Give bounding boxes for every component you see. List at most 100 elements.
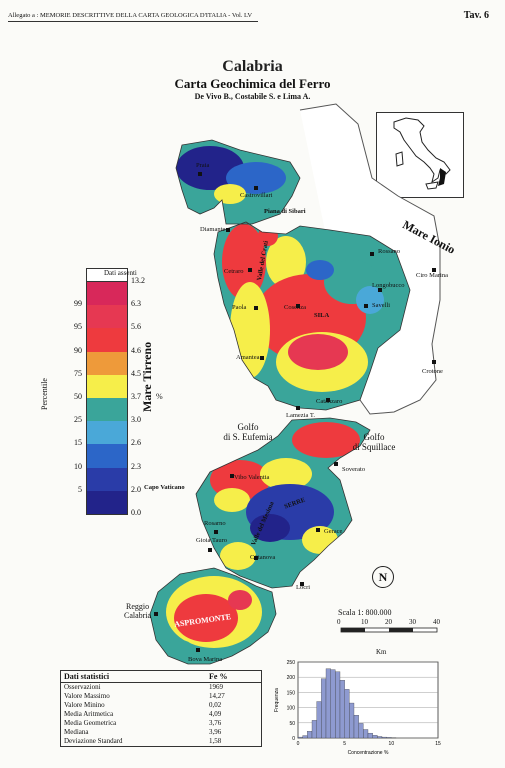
- legend-swatch: [87, 374, 127, 398]
- calabria-highlight: [438, 168, 446, 186]
- histogram-bar: [321, 678, 327, 739]
- stats-value: 3,96: [209, 728, 222, 736]
- place-rossano: Rossano: [378, 248, 401, 255]
- stats-row: Valore Minino 0,02: [61, 701, 261, 710]
- stats-label: Valore Minino: [64, 701, 105, 709]
- histogram-bar: [302, 735, 308, 739]
- legend-percentile: 95: [74, 322, 82, 332]
- place-reggio-line1: Reggio: [126, 602, 150, 611]
- place-cittanova: Cittanova: [250, 554, 276, 561]
- histogram-bar: [358, 723, 364, 739]
- plate-number: Tav. 6: [463, 10, 489, 21]
- place-crotone: Crotone: [422, 368, 443, 375]
- legend-percentile: 90: [74, 345, 82, 355]
- data-area-outline: [149, 139, 411, 665]
- stats-row: Media Geometrica 3,76: [61, 719, 261, 728]
- gulf-squillace-line2: di Squillace: [352, 442, 396, 452]
- histogram-ytick: 0: [292, 736, 295, 742]
- histogram-ytick: 50: [289, 721, 295, 727]
- stats-row: Deviazione Standard 1,58: [61, 737, 261, 746]
- header-reference: Allegato a : MEMORIE DESCRITTIVE DELLA C…: [8, 12, 253, 19]
- legend-value: 6.3: [131, 299, 141, 309]
- gulf-squillace-line1: Golfo: [363, 432, 385, 442]
- stats-label: Valore Massimo: [64, 692, 110, 700]
- stats-value: 4,09: [209, 710, 222, 718]
- map-region-title: Calabria: [222, 58, 283, 75]
- histogram-ytick: 250: [287, 660, 296, 666]
- legend-swatch: [87, 282, 127, 306]
- place-ciro-marina: Ciro Marina: [416, 272, 448, 279]
- histogram-bar: [353, 715, 359, 739]
- legend-value: 2.0: [131, 484, 141, 494]
- histogram-ytick: 100: [287, 706, 296, 712]
- legend-values: 13.2 6.3 5.6 4.6 4.5 3.7 3.0 2.6 2.3 2.0 0.0: [131, 276, 171, 517]
- legend-percentiles: 99 95 90 75 50 25 15 10 5: [56, 281, 82, 513]
- italy-inset-map: [376, 112, 464, 198]
- scale-ticks: 0 10 20 30 40: [337, 618, 440, 628]
- histogram-bar: [381, 736, 387, 739]
- histogram-bar: [307, 731, 313, 739]
- histogram-bar: [330, 669, 336, 739]
- histogram-bar: [339, 680, 345, 739]
- scale-tick-label: 0: [337, 618, 341, 626]
- legend-percentile: 25: [74, 415, 82, 425]
- legend-percentile: 5: [78, 484, 82, 494]
- gulf-eufemia-line1: Golfo: [237, 422, 259, 432]
- legend-percentile: 10: [74, 461, 82, 471]
- histogram-xtick: 10: [389, 741, 395, 747]
- histogram-bar: [344, 689, 350, 739]
- stats-unit-header: Fe %: [206, 671, 261, 683]
- legend-value: 4.5: [131, 368, 141, 378]
- stats-title: Dati statistici: [61, 671, 207, 683]
- place-locri: Locri: [296, 584, 311, 591]
- legend-value: 2.3: [131, 461, 141, 471]
- histogram-bar: [335, 671, 341, 739]
- place-reggio-calabria: Reggio Calabria: [124, 602, 151, 620]
- north-arrow-icon: N: [372, 566, 394, 588]
- stats-value: 3,76: [209, 719, 222, 727]
- stats-label: Osservazioni: [64, 683, 101, 691]
- stats-value: 0,02: [209, 701, 222, 709]
- stats-row: Media Aritmetica 4,09: [61, 710, 261, 719]
- histogram-xtick: 0: [297, 741, 300, 747]
- statistics-box: Dati statistici Fe % Osservazioni 1969 Valo…: [60, 670, 262, 747]
- map-authors: De Vivo B., Costabile S. e Lima A.: [194, 92, 311, 101]
- stats-value: 14,27: [209, 692, 225, 700]
- legend-percentile: 15: [74, 438, 82, 448]
- stats-label: Deviazione Standard: [64, 737, 123, 745]
- legend-percentile: 99: [74, 299, 82, 309]
- histogram-bar: [363, 729, 369, 739]
- legend-value: 5.6: [131, 322, 141, 332]
- scale-tick-label: 30: [409, 618, 416, 626]
- scale-tick-label: 40: [433, 618, 440, 626]
- legend-swatch: [87, 305, 127, 329]
- histogram-bar: [372, 735, 378, 739]
- gulf-eufemia-label: Golfo di S. Eufemia: [218, 422, 278, 442]
- place-bova-marina: Bova Marina: [188, 656, 223, 663]
- legend-swatch: [87, 421, 127, 445]
- legend-percentile: 75: [74, 368, 82, 378]
- sardinia-outline: [395, 151, 404, 167]
- histogram-bar: [311, 720, 317, 739]
- histogram-bar: [325, 668, 331, 739]
- scale-bar: [340, 627, 438, 633]
- legend-value: 13.2: [131, 276, 145, 285]
- place-catanzaro: Catanzaro: [316, 398, 343, 405]
- legend-swatch: [87, 444, 127, 468]
- place-cetraro: Cetraro: [224, 268, 244, 275]
- legend-value: 0.0: [131, 508, 141, 517]
- place-amantea: Amantea: [236, 354, 260, 361]
- stats-label: Media Aritmetica: [64, 710, 114, 718]
- place-capo-vaticano: Capo Vaticano: [144, 484, 185, 491]
- place-savelli: Savelli: [372, 302, 391, 309]
- legend-value: 2.6: [131, 438, 141, 448]
- place-cosenza: Cosenza: [284, 304, 307, 311]
- place-gioia-tauro: Gioia Tauro: [196, 537, 228, 544]
- legend-swatch: [87, 351, 127, 375]
- histogram-bar: [377, 736, 383, 739]
- legend-color-bar: [86, 281, 128, 515]
- histogram-xtick: 15: [435, 741, 441, 747]
- stats-label: Mediana: [64, 728, 89, 736]
- histogram-ytick: 200: [287, 675, 296, 681]
